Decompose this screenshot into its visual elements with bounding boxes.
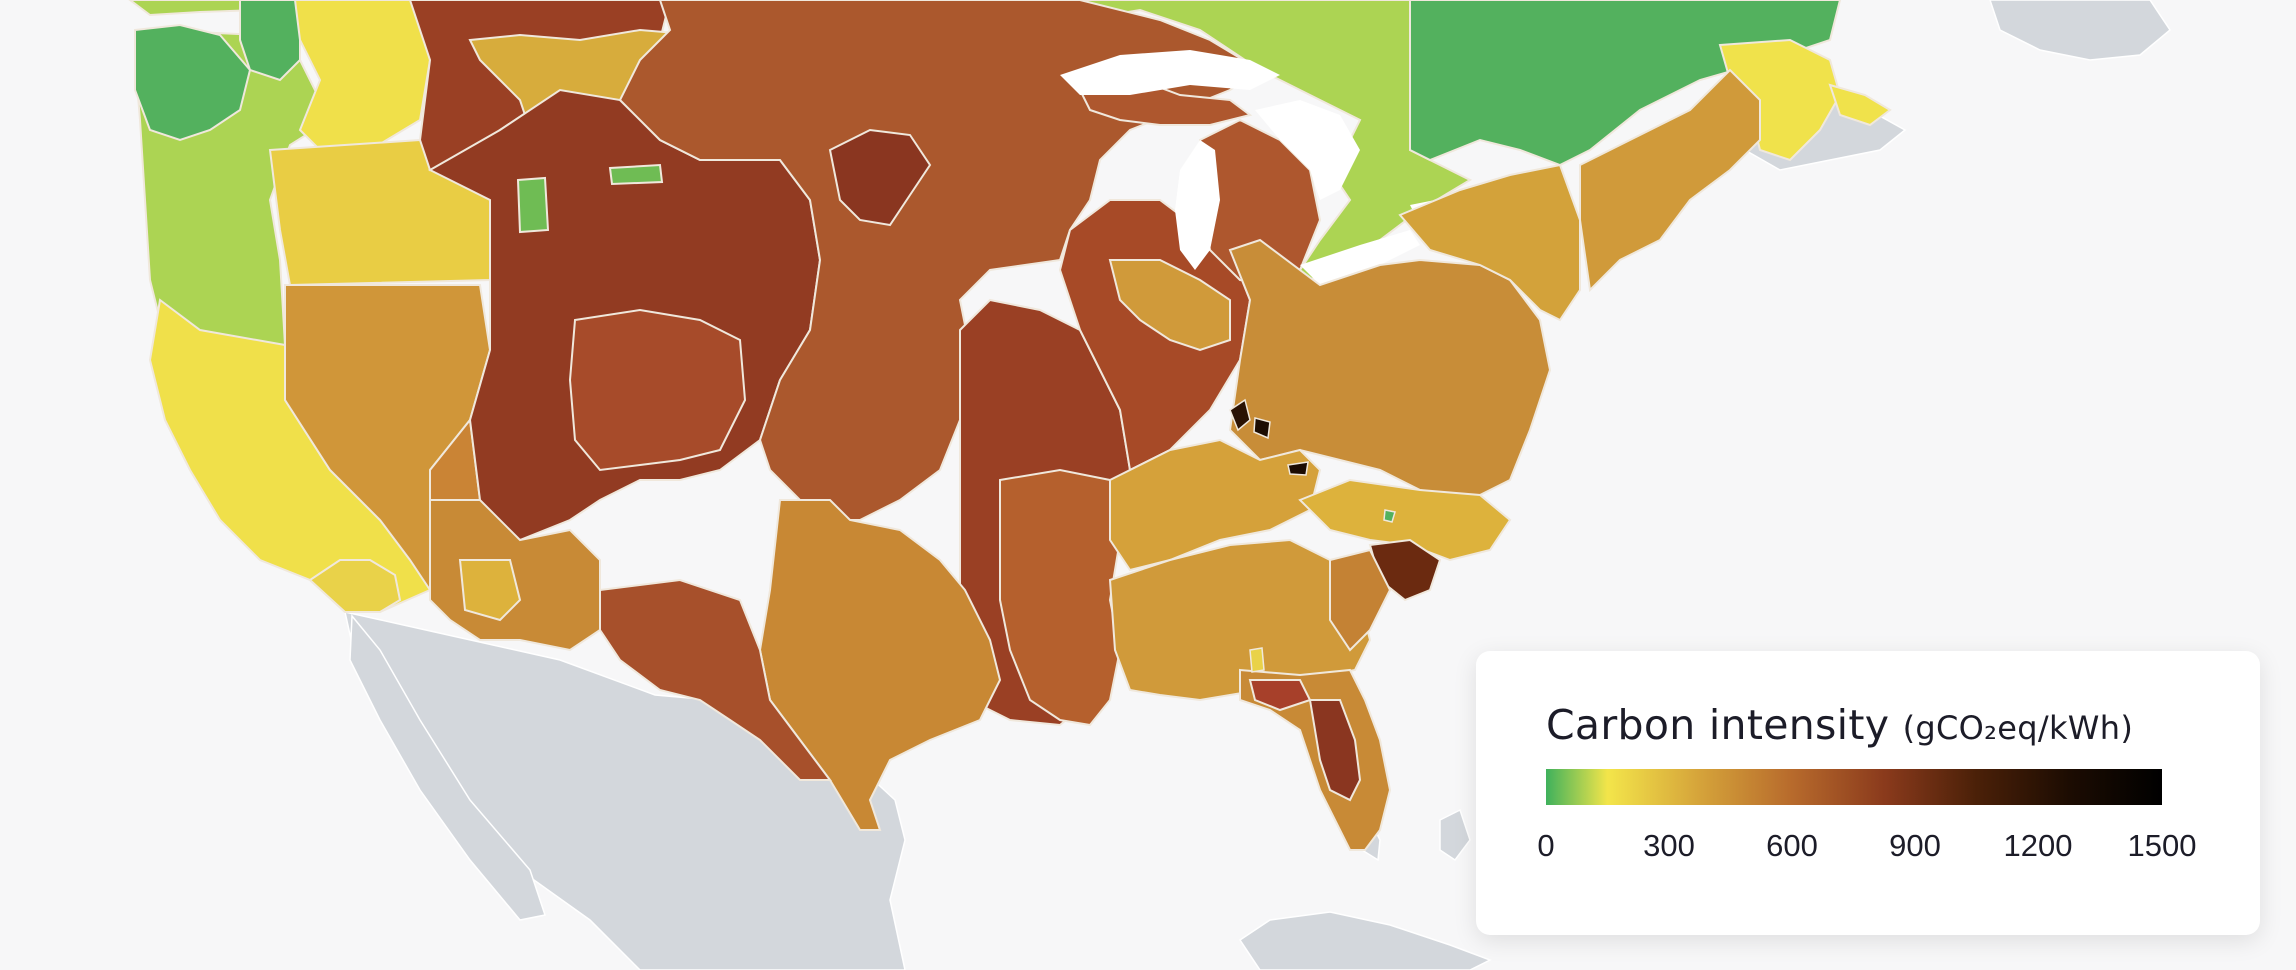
plains-dark-region[interactable] (828, 128, 932, 227)
kentucky-black-patch[interactable] (1229, 398, 1251, 432)
newfoundland-land (1989, 0, 2171, 61)
sd-green-region[interactable] (516, 176, 550, 234)
florida-dark-region[interactable] (1308, 699, 1362, 802)
alabama-yellow-patch[interactable] (1249, 647, 1265, 673)
legend-title-text: Carbon intensity (1546, 701, 1890, 749)
pjm-region[interactable] (1228, 238, 1552, 502)
washington-hydro-region[interactable] (134, 23, 252, 142)
kentucky-black-patch-2[interactable] (1253, 417, 1271, 440)
legend-tick-1500: 1500 (2127, 828, 2197, 863)
legend-title: Carbon intensity (gCO₂eq/kWh) (1546, 701, 2133, 749)
bahamas-land (1439, 808, 1471, 862)
georgia-region[interactable] (1329, 548, 1392, 652)
great-lakes (1060, 50, 1490, 285)
legend-tick-1200: 1200 (2003, 828, 2073, 863)
baja-land (349, 614, 546, 921)
west-texas-region[interactable] (599, 578, 832, 781)
lake-michigan (1175, 140, 1220, 270)
carolinas-region[interactable] (1298, 478, 1512, 562)
pei-region[interactable] (1828, 83, 1892, 127)
cuba-land (1238, 911, 1492, 970)
southeast-region[interactable] (1108, 538, 1372, 702)
lake-huron (1255, 100, 1360, 200)
bpa-region[interactable] (239, 0, 301, 82)
socal-region[interactable] (308, 559, 402, 613)
denver-region[interactable] (568, 308, 747, 472)
legend-unit: (gCO₂eq/kWh) (1902, 709, 2134, 747)
lake-erie (1300, 230, 1420, 285)
lake-superior (1060, 50, 1280, 95)
nc-green-patch[interactable] (1383, 509, 1396, 523)
florida-region[interactable] (1239, 668, 1392, 851)
ontario-region[interactable] (979, 0, 1473, 282)
florida-red-region[interactable] (1248, 679, 1312, 712)
quebec-region[interactable] (1409, 0, 1842, 167)
legend-tick-900: 900 (1889, 828, 1941, 863)
legend-tick-600: 600 (1766, 828, 1818, 863)
new-england-region[interactable] (1579, 68, 1761, 293)
legend-panel: Carbon intensity (gCO₂eq/kWh) 0 300 600 … (1476, 651, 2260, 935)
ny-region[interactable] (1398, 163, 1581, 322)
arizona-yellow-region[interactable] (458, 559, 522, 622)
legend-tick-300: 300 (1643, 828, 1695, 863)
legend-tick-0: 0 (1537, 828, 1555, 863)
nd-green-region[interactable] (608, 163, 664, 186)
ohio-valley-region[interactable] (1108, 259, 1231, 352)
wv-black-patch[interactable] (1287, 461, 1309, 476)
legend-color-scale (1546, 769, 2162, 805)
illinois-region[interactable] (1058, 199, 1252, 472)
